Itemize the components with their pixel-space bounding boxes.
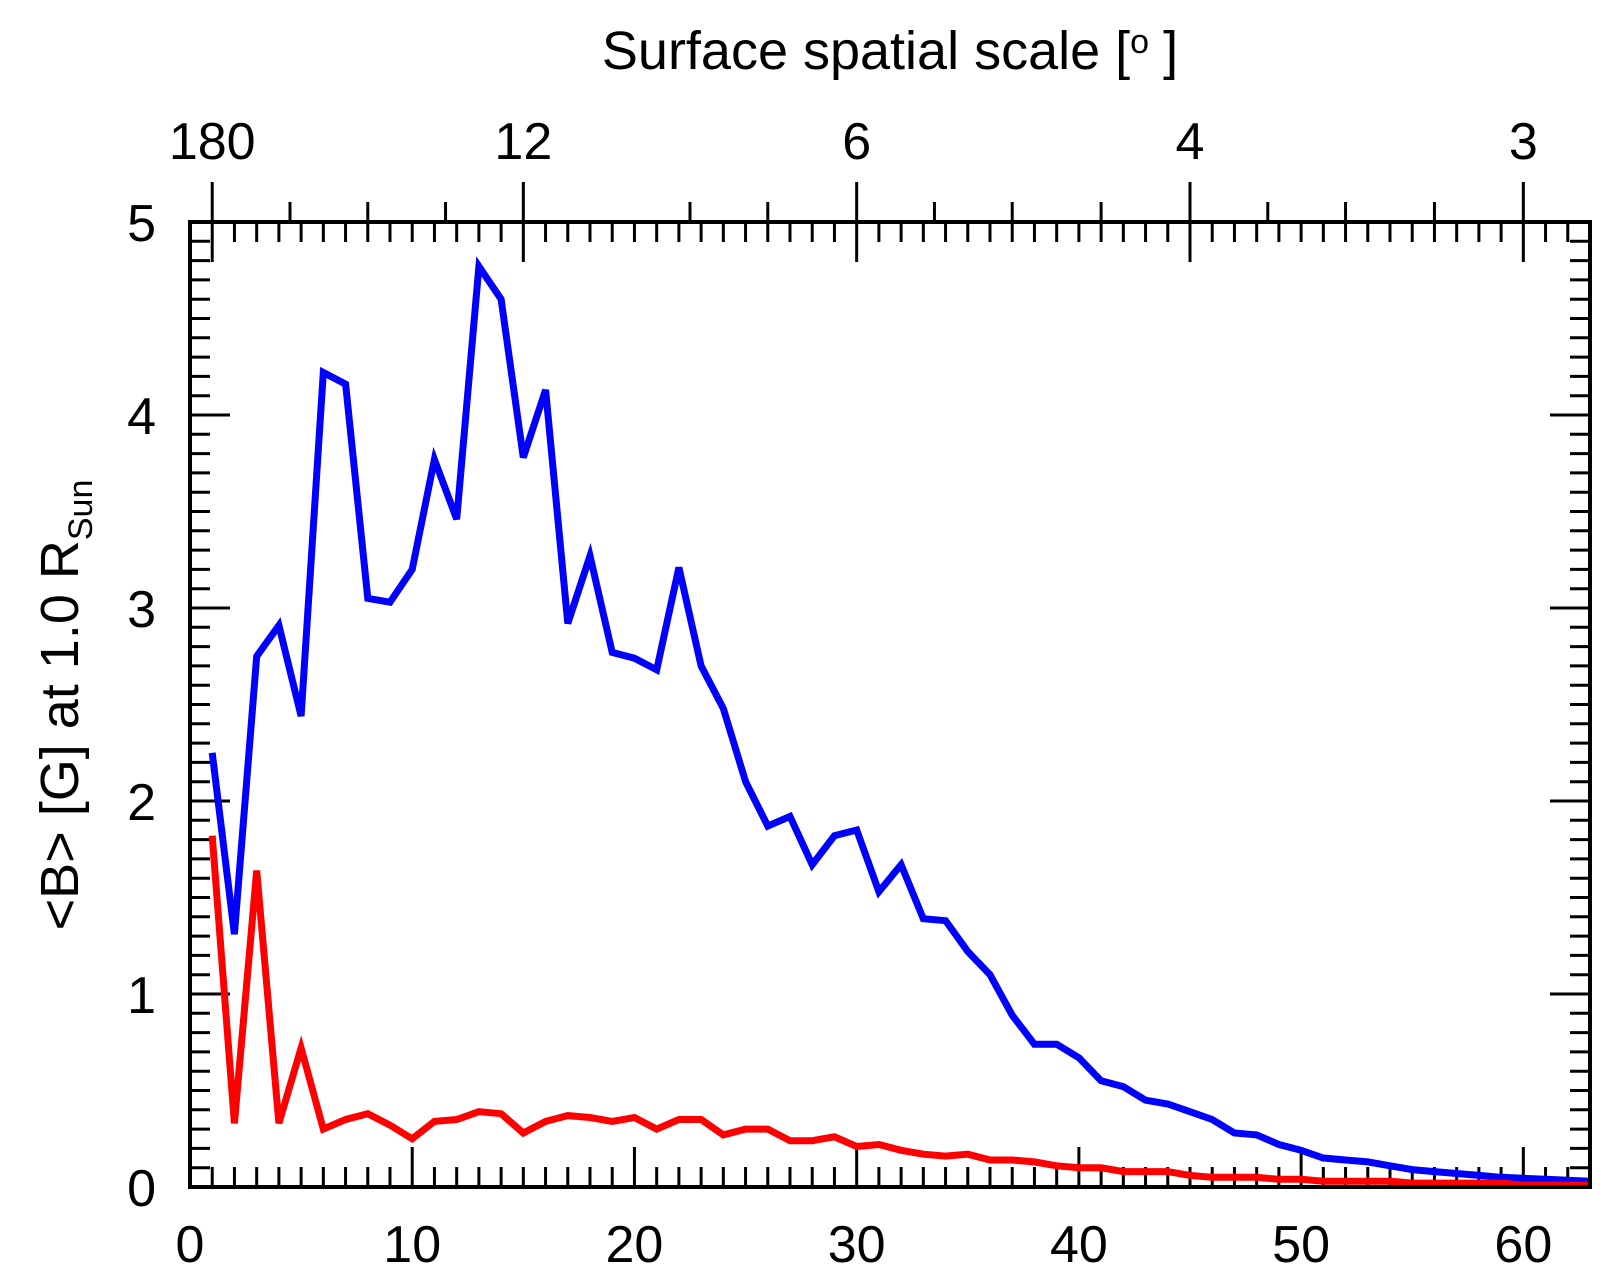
top-axis-tick-label: 6: [842, 113, 871, 171]
x-tick-label: 30: [828, 1216, 886, 1274]
x-tick-label: 60: [1494, 1216, 1552, 1274]
top-axis-tick-label: 3: [1509, 113, 1538, 171]
x-tick-label: 20: [606, 1216, 664, 1274]
y-tick-label: 1: [127, 967, 156, 1025]
red-series-line: [208, 835, 1590, 1189]
y-tick-label: 3: [127, 581, 156, 639]
y-axis-title: <B> [G] at 1.0 RSun: [30, 480, 100, 931]
top-axis-tick-label: 180: [169, 113, 256, 171]
x-tick-label: 10: [383, 1216, 441, 1274]
top-axis-title: Surface spatial scale [o]: [602, 21, 1178, 81]
series-lines: [208, 256, 1591, 1189]
y-tick-label: 0: [127, 1160, 156, 1218]
y-tick-label: 4: [127, 388, 156, 446]
y-tick-label: 5: [127, 195, 156, 253]
blue-series-line: [208, 256, 1591, 1185]
tick-marks: [188, 182, 1592, 1189]
x-tick-label: 50: [1272, 1216, 1330, 1274]
top-axis-tick-label: 4: [1176, 113, 1205, 171]
degree-symbol: o: [1130, 23, 1149, 61]
plot-frame: [188, 220, 1592, 1189]
x-tick-label: 40: [1050, 1216, 1108, 1274]
x-tick-label: 0: [176, 1216, 205, 1274]
y-tick-label: 2: [127, 774, 156, 832]
top-axis-tick-label: 12: [494, 113, 552, 171]
